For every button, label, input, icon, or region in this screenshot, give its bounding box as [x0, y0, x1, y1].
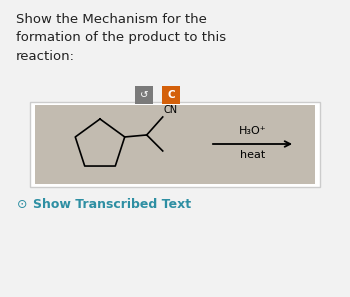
Bar [30, 102, 320, 187]
Bar [162, 86, 180, 104]
Text: C: C [167, 90, 175, 100]
Text: H₃O⁺: H₃O⁺ [239, 126, 266, 136]
Text: ⊙: ⊙ [17, 198, 28, 211]
Bar [35, 105, 315, 184]
Text: Show the Mechanism for the
formation of the product to this
reaction:: Show the Mechanism for the formation of … [16, 13, 226, 63]
Text: ↺: ↺ [140, 90, 148, 100]
Text: Show Transcribed Text: Show Transcribed Text [33, 198, 191, 211]
Bar [135, 86, 153, 104]
Text: heat: heat [240, 150, 265, 160]
Text: CN: CN [163, 105, 177, 116]
